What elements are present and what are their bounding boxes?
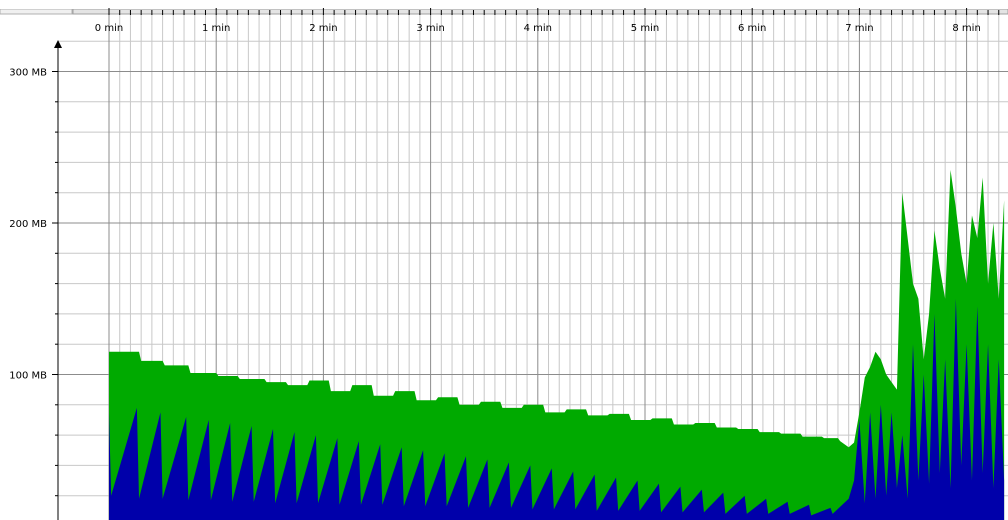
x-tick-label: 6 min	[738, 23, 766, 34]
x-tick-label: 2 min	[309, 23, 337, 34]
x-axis-ticks: 0 min 1 min 2 min 3 min 4 min 5 min 6 min 7 min…	[95, 8, 1000, 34]
x-tick-label: 4 min	[524, 23, 552, 34]
used-heap-area	[109, 298, 1005, 520]
top-toolbar-strip	[0, 0, 1008, 15]
x-tick-label: 8 min	[952, 23, 980, 34]
x-tick-label: 0 min	[95, 23, 123, 34]
y-axis-ticks: 100 MB 200 MB 300 MB	[9, 68, 58, 382]
memory-areas	[109, 169, 1005, 520]
y-tick-label: 100 MB	[9, 371, 47, 382]
x-tick-label: 3 min	[416, 23, 444, 34]
heap-size-area	[109, 169, 1005, 520]
y-tick-label: 200 MB	[9, 219, 47, 230]
y-tick-label: 300 MB	[9, 68, 47, 79]
y-axis	[54, 40, 62, 520]
x-tick-label: 5 min	[631, 23, 659, 34]
toolbar-edge	[0, 8, 1008, 15]
x-tick-label: 7 min	[845, 23, 873, 34]
up-arrow-icon	[54, 40, 62, 48]
x-tick-label: 1 min	[202, 23, 230, 34]
